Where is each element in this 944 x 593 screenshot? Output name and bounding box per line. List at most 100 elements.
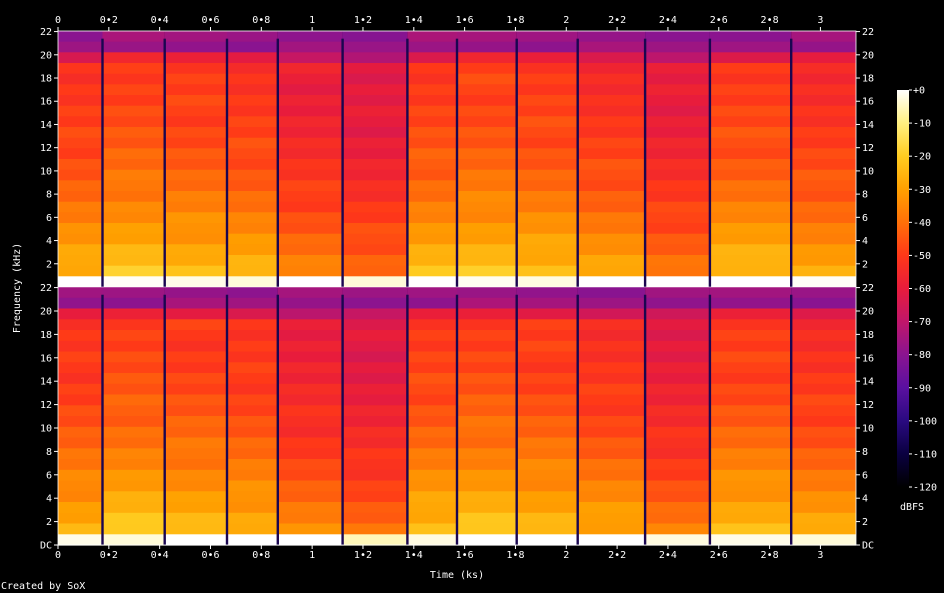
y-tick-label: 8: [46, 447, 52, 458]
track-boundary: [341, 38, 344, 288]
track-boundary: [515, 38, 518, 288]
y-tick-label: 22: [862, 27, 874, 38]
y-tick-label: 16: [40, 97, 52, 108]
y-tick-label: DC: [862, 541, 874, 552]
y-axis-title: Frequency (kHz): [12, 243, 23, 333]
colorbar-tick-label: -60: [913, 284, 931, 295]
audio-segment: [342, 31, 408, 288]
colorbar-tick-label: -100: [913, 416, 937, 427]
colorbar-tick-label: -120: [913, 483, 937, 494]
colorbar: [897, 90, 909, 487]
y-tick-label: 14: [40, 377, 52, 388]
track-boundary: [276, 294, 279, 545]
audio-segment: [58, 287, 103, 546]
audio-segment: [227, 287, 278, 546]
y-tick-label: 6: [46, 470, 52, 481]
track-boundary: [406, 38, 409, 288]
x-tick-label: 1: [309, 15, 315, 26]
colorbar-tick-label: -20: [913, 152, 931, 163]
x-tick-label: 2: [563, 15, 569, 26]
track-boundary: [515, 294, 518, 545]
x-tick-label: 1•4: [405, 15, 423, 26]
y-tick-label: 10: [40, 423, 52, 434]
colorbar-tick-label: -90: [913, 383, 931, 394]
y-tick-label: 14: [40, 120, 52, 131]
y-tick-label: 4: [46, 236, 52, 247]
track-boundary: [643, 38, 647, 288]
x-tick-label: 2•4: [659, 550, 677, 561]
y-tick-label: 2: [862, 517, 868, 528]
y-tick-label: 22: [40, 283, 52, 294]
track-boundary: [790, 294, 793, 545]
track-boundary: [576, 38, 579, 288]
y-tick-label: 16: [862, 97, 874, 108]
y-tick-label: 16: [862, 353, 874, 364]
track-boundary: [455, 38, 459, 288]
colorbar-tick-label: -50: [913, 251, 931, 262]
x-axis-top: 0 0•2 0•4 0•6 0•8 1 1•2 1•4 1•6 1•8 2 2•2 2•4 2•6 2•8 3: [55, 15, 823, 31]
y-tick-label: 8: [862, 190, 868, 201]
y-tick-label: 20: [40, 306, 52, 317]
audio-segment: [164, 287, 227, 546]
x-tick-label: 0•4: [151, 550, 169, 561]
y-tick-label: 6: [862, 470, 868, 481]
audio-segment: [277, 31, 343, 288]
audio-segment: [645, 31, 710, 288]
colorbar-tick-label: +0: [913, 86, 925, 97]
colorbar-ticks: +0 -10 -20 -30 -40 -50 -60 -70 -80 -90 -100 -110 -12…: [909, 86, 937, 494]
colorbar-tick-label: -10: [913, 119, 931, 130]
audio-segment: [709, 31, 792, 288]
track-boundary: [643, 294, 647, 545]
audio-segment: [342, 287, 408, 546]
x-tick-label: 1•8: [506, 550, 524, 561]
audio-segment: [102, 31, 165, 288]
track-boundary: [406, 294, 409, 545]
track-boundary: [163, 38, 166, 288]
x-tick-label: 0•2: [100, 15, 118, 26]
y-tick-label: 14: [862, 377, 874, 388]
x-tick-label: 2•4: [659, 15, 677, 26]
y-tick-label: 8: [46, 190, 52, 201]
x-tick-label: 2•2: [608, 550, 626, 561]
audio-segment: [407, 287, 457, 546]
y-tick-label: 16: [40, 353, 52, 364]
x-tick-label: 1•2: [354, 15, 372, 26]
y-tick-label: 18: [40, 74, 52, 85]
y-tick-label: 12: [40, 143, 52, 154]
colorbar-tick-label: -80: [913, 350, 931, 361]
spectrogram-channel-2: [58, 287, 856, 546]
x-tick-label: 3: [817, 550, 823, 561]
x-tick-label: 2•8: [761, 550, 779, 561]
colorbar-unit-label: dBFS: [900, 502, 924, 513]
track-boundary: [225, 294, 229, 545]
x-tick-label: 0•4: [151, 15, 169, 26]
x-tick-label: 3: [817, 15, 823, 26]
y-tick-label: 14: [862, 120, 874, 131]
track-boundary: [576, 294, 579, 545]
y-tick-label: 8: [862, 447, 868, 458]
audio-segment: [791, 287, 856, 546]
x-tick-label: 0•8: [252, 550, 270, 561]
x-tick-label: 0•6: [201, 15, 219, 26]
y-tick-label: 4: [46, 494, 52, 505]
audio-segment: [577, 287, 645, 546]
audio-segment: [227, 31, 278, 288]
track-boundary: [341, 294, 344, 545]
y-tick-label: 12: [862, 400, 874, 411]
y-tick-label: 20: [862, 306, 874, 317]
track-boundary: [101, 294, 104, 545]
track-boundary: [163, 294, 166, 545]
audio-segment: [457, 287, 517, 546]
y-tick-label: 20: [40, 50, 52, 61]
colorbar-tick-label: -110: [913, 449, 937, 460]
x-axis-title: Time (ks): [430, 570, 484, 581]
x-tick-label: 0: [55, 550, 61, 561]
audio-segment: [709, 287, 792, 546]
y-tick-label: 4: [862, 494, 868, 505]
y-tick-label: 12: [862, 143, 874, 154]
audio-segment: [277, 287, 343, 546]
y-tick-label: 18: [862, 330, 874, 341]
track-boundary: [101, 38, 104, 288]
x-tick-label: 1•8: [506, 15, 524, 26]
